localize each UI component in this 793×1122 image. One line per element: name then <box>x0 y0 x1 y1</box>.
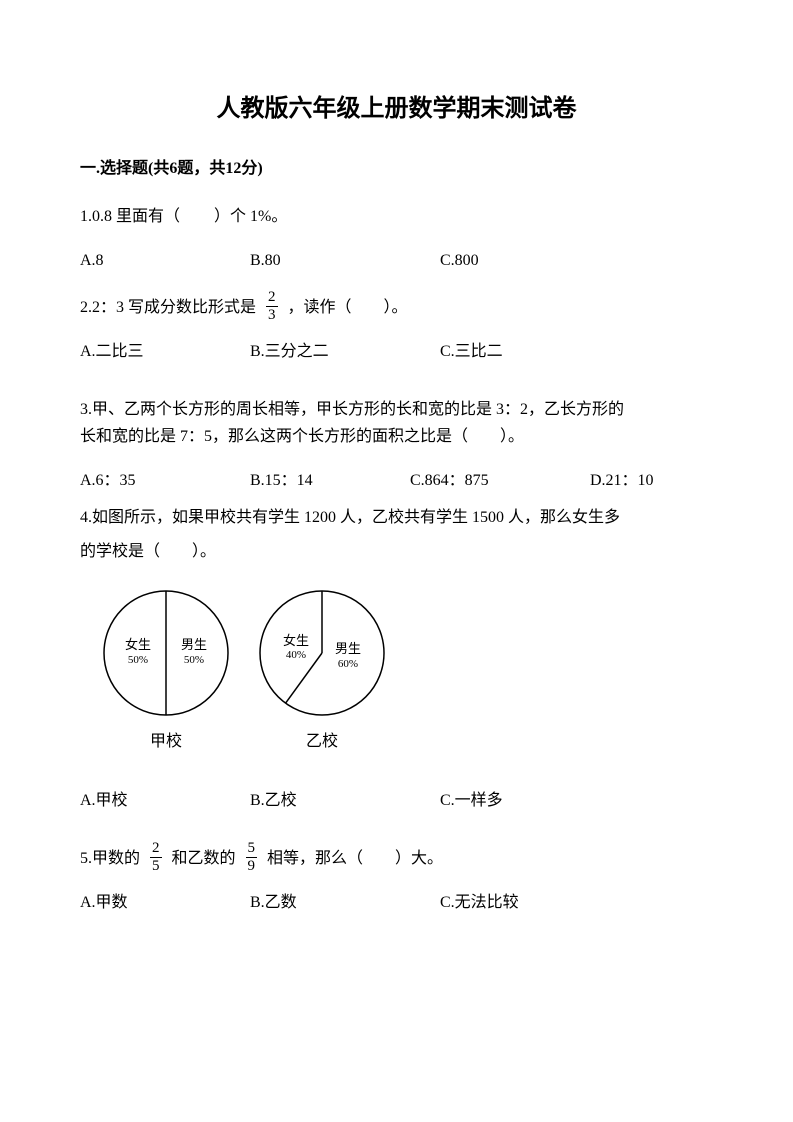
q5-option-c: C.无法比较 <box>440 890 610 916</box>
yi-girl-label: 女生 <box>283 633 309 648</box>
q3-option-d: D.21：10 <box>590 468 710 494</box>
q3-option-c: C.864：875 <box>410 468 590 494</box>
q2-frac-num: 2 <box>266 290 278 307</box>
q3-option-b: B.15：14 <box>250 468 410 494</box>
q4-line1: 4.如图所示，如果甲校共有学生 1200 人，乙校共有学生 1500 人，那么女… <box>80 501 713 535</box>
q1-text-pre: 1.0.8 里面有（ <box>80 208 180 225</box>
pie-charts-container: 女生 50% 男生 50% 甲校 女生 40% 男生 60% 乙校 <box>100 587 713 755</box>
q1-option-c: C.800 <box>440 248 610 274</box>
question-5: 5.甲数的 2 5 和乙数的 5 9 相等，那么（ ）大。 <box>80 842 713 876</box>
q1-text-post: ）个 1%。 <box>214 208 287 225</box>
yi-boy-pct: 60% <box>338 658 358 670</box>
section-heading: 一.选择题(共6题，共12分) <box>80 156 713 182</box>
q1-option-b: B.80 <box>250 248 440 274</box>
q5-option-b: B.乙数 <box>250 890 440 916</box>
question-4: 4.如图所示，如果甲校共有学生 1200 人，乙校共有学生 1500 人，那么女… <box>80 501 713 568</box>
pie-chart-yi: 女生 40% 男生 60% <box>256 587 388 719</box>
q2-options: A.二比三 B.三分之二 C.三比二 <box>80 339 713 365</box>
q5-f1-den: 5 <box>150 858 162 874</box>
q2-text-pre: 2.2：3 写成分数比形式是 <box>80 299 256 316</box>
q5-option-a: A.甲数 <box>80 890 250 916</box>
q5-mid: 和乙数的 <box>172 850 236 867</box>
jia-boy-pct: 50% <box>184 654 204 666</box>
question-1: 1.0.8 里面有（ ）个 1%。 <box>80 200 713 234</box>
q5-fraction2: 5 9 <box>246 841 258 874</box>
q5-f1-num: 2 <box>150 841 162 858</box>
q2-option-b: B.三分之二 <box>250 339 440 365</box>
q1-option-a: A.8 <box>80 248 250 274</box>
q5-pre: 5.甲数的 <box>80 850 140 867</box>
q4-line2: 的学校是（ ）。 <box>80 535 713 569</box>
question-3: 3.甲、乙两个长方形的周长相等，甲长方形的长和宽的比是 3：2，乙长方形的 长和… <box>80 393 713 454</box>
q4-options: A.甲校 B.乙校 C.一样多 <box>80 788 713 814</box>
page-title: 人教版六年级上册数学期末测试卷 <box>80 90 713 128</box>
chart-jia: 女生 50% 男生 50% 甲校 <box>100 587 232 755</box>
q5-post: 相等，那么（ ）大。 <box>267 850 443 867</box>
q4-option-b: B.乙校 <box>250 788 440 814</box>
yi-boy-label: 男生 <box>335 641 361 656</box>
q1-blank <box>180 208 214 225</box>
yi-girl-pct: 40% <box>286 649 306 661</box>
q3-option-a: A.6：35 <box>80 468 250 494</box>
q2-text-post: ，读作（ ）。 <box>288 299 408 316</box>
q3-options: A.6：35 B.15：14 C.864：875 D.21：10 <box>80 468 713 494</box>
chart-yi: 女生 40% 男生 60% 乙校 <box>256 587 388 755</box>
q2-frac-den: 3 <box>266 307 278 323</box>
q5-f2-den: 9 <box>246 858 258 874</box>
q1-options: A.8 B.80 C.800 <box>80 248 713 274</box>
q4-option-a: A.甲校 <box>80 788 250 814</box>
q5-fraction1: 2 5 <box>150 841 162 874</box>
jia-label: 甲校 <box>150 729 182 755</box>
jia-girl-pct: 50% <box>128 654 148 666</box>
q4-option-c: C.一样多 <box>440 788 610 814</box>
q5-options: A.甲数 B.乙数 C.无法比较 <box>80 890 713 916</box>
q2-option-a: A.二比三 <box>80 339 250 365</box>
q2-option-c: C.三比二 <box>440 339 610 365</box>
q5-f2-num: 5 <box>246 841 258 858</box>
yi-label: 乙校 <box>306 729 338 755</box>
pie-chart-jia: 女生 50% 男生 50% <box>100 587 232 719</box>
jia-boy-label: 男生 <box>181 637 207 652</box>
q2-fraction: 2 3 <box>266 290 278 323</box>
jia-girl-label: 女生 <box>125 637 151 652</box>
question-2: 2.2：3 写成分数比形式是 2 3 ，读作（ ）。 <box>80 291 713 325</box>
